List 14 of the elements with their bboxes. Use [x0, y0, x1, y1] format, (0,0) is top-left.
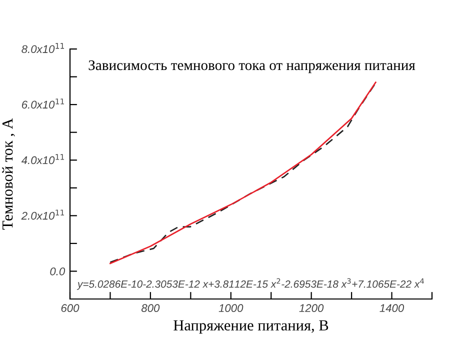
- x-tick-label: 1200: [299, 304, 324, 312]
- x-axis-title: Напряжение питания, В: [174, 320, 328, 334]
- y-tick-label: 6.0x10$^{11}$: [22, 98, 64, 109]
- x-tick-label: 800: [141, 304, 160, 312]
- x-tick-label: 1000: [218, 304, 244, 312]
- text: Зависимость темнового тока от напряжения питания: [88, 60, 416, 74]
- y-tick-label: 2.0x10$^{11}$: [21, 210, 64, 220]
- y-tick-label: 8.0x10$^{11}$: [22, 43, 64, 54]
- y-axis-title: Темновой ток , А: [2, 118, 15, 230]
- x-tick-label: 1400: [380, 304, 404, 312]
- annotation: y=5.0286E-10-2.3053E-12 x+3.8112E-15 x$^{2}$-2.6953E-18 x$^{3}$+7.1065E-22 x$^{4}$: [76, 278, 424, 290]
- y-tick-label: 0.0: [50, 267, 66, 276]
- x-tick-label: 600: [61, 304, 80, 312]
- y-tick-label: 4.0x10$^{11}$: [21, 154, 64, 164]
